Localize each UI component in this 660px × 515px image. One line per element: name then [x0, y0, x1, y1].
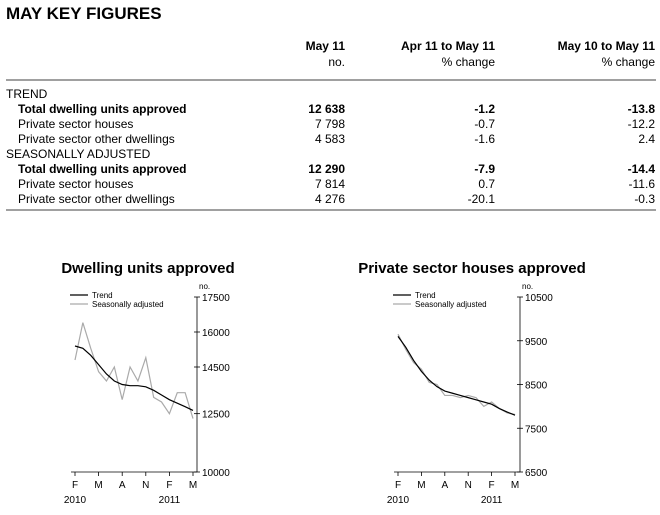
x-tick-label: M: [94, 480, 102, 491]
row-label: Private sector other dwellings: [18, 192, 175, 206]
row-label: Private sector houses: [18, 117, 133, 131]
cell: 2.4: [638, 132, 655, 146]
x-tick-label: M: [189, 480, 197, 491]
y-tick-label: 10000: [202, 468, 230, 479]
y-tick-label: 6500: [525, 468, 548, 479]
x-tick-label: F: [72, 480, 78, 491]
y-tick-label: 8500: [525, 381, 548, 392]
cell: -0.3: [634, 192, 655, 206]
series-line: [397, 333, 516, 416]
y-tick-label: 12500: [202, 410, 230, 421]
cell: -12.2: [628, 117, 656, 131]
cell: 4 276: [315, 192, 345, 206]
y-tick-label: 17500: [202, 293, 230, 304]
x-year-label: 2011: [481, 495, 503, 506]
cell: 12 638: [308, 102, 345, 116]
x-tick-label: M: [417, 480, 425, 491]
cell: -14.4: [628, 162, 656, 176]
y-unit-label: no.: [199, 282, 210, 291]
series-line: [74, 345, 194, 411]
legend-label: Trend: [415, 291, 436, 300]
row-label: Private sector other dwellings: [18, 132, 175, 146]
x-tick-label: A: [119, 480, 126, 491]
row-label: Total dwelling units approved: [18, 102, 186, 116]
y-unit-label: no.: [522, 282, 533, 291]
legend-label: Seasonally adjusted: [92, 300, 164, 309]
page-title: MAY KEY FIGURES: [6, 4, 162, 23]
cell: -11.6: [629, 177, 656, 191]
cell: 0.7: [478, 177, 495, 191]
y-tick-label: 9500: [525, 337, 548, 348]
x-tick-label: A: [441, 480, 448, 491]
cell: 7 814: [315, 177, 345, 191]
cell: -1.2: [474, 102, 495, 116]
x-year-label: 2010: [387, 495, 410, 506]
column-unit: no.: [328, 55, 345, 69]
cell: -20.1: [468, 192, 496, 206]
column-unit: % change: [602, 55, 656, 69]
chart-title: Dwelling units approved: [61, 260, 234, 277]
cell: -7.9: [474, 162, 495, 176]
y-tick-label: 16000: [202, 328, 230, 339]
x-tick-label: N: [142, 480, 149, 491]
column-header: Apr 11 to May 11: [401, 39, 495, 53]
row-label: Private sector houses: [18, 177, 133, 191]
cell: -13.8: [628, 102, 656, 116]
cell: 7 798: [315, 117, 345, 131]
chart-title: Private sector houses approved: [358, 260, 586, 277]
column-header: May 10 to May 11: [558, 39, 656, 53]
section-label: TREND: [6, 87, 48, 101]
legend-label: Trend: [92, 291, 113, 300]
series-line: [74, 322, 194, 419]
y-tick-label: 7500: [525, 424, 548, 435]
x-tick-label: F: [395, 480, 401, 491]
cell: -1.6: [474, 132, 495, 146]
x-year-label: 2010: [64, 495, 87, 506]
cell: -0.7: [474, 117, 495, 131]
x-year-label: 2011: [159, 495, 181, 506]
row-label: Total dwelling units approved: [18, 162, 186, 176]
column-unit: % change: [442, 55, 496, 69]
y-tick-label: 14500: [202, 363, 230, 374]
x-tick-label: F: [166, 480, 172, 491]
x-tick-label: M: [511, 480, 519, 491]
section-label: SEASONALLY ADJUSTED: [6, 147, 151, 161]
cell: 12 290: [308, 162, 345, 176]
cell: 4 583: [315, 132, 345, 146]
series-line: [397, 336, 516, 416]
x-tick-label: F: [489, 480, 495, 491]
column-header: May 11: [306, 39, 346, 53]
legend-label: Seasonally adjusted: [415, 300, 487, 309]
y-tick-label: 10500: [525, 293, 553, 304]
x-tick-label: N: [465, 480, 472, 491]
